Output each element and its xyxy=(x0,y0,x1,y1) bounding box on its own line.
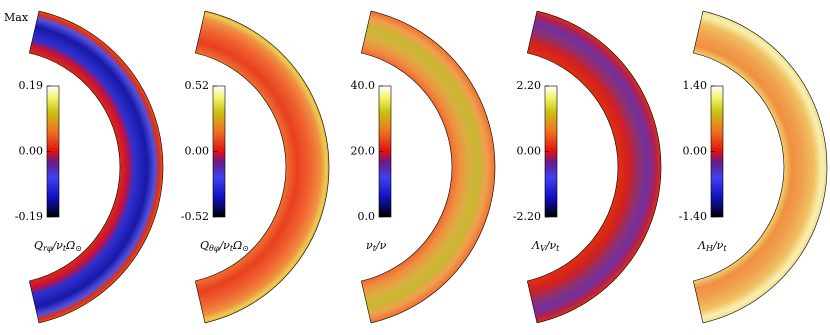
label-part: t xyxy=(230,244,234,253)
label-part: t xyxy=(373,244,377,253)
label-part: ⊙ xyxy=(242,244,249,253)
colorbar-tick-label: 40.0 xyxy=(351,79,376,92)
label-part: Λ xyxy=(531,239,540,252)
label-part: V xyxy=(540,244,547,253)
shell-plot xyxy=(692,10,828,324)
label-part: ν xyxy=(366,239,373,252)
label-part: H xyxy=(705,244,714,253)
label-part: t xyxy=(63,244,67,253)
colorbar-tick-label: 0.00 xyxy=(683,145,708,158)
colorbar-tick-label: 1.40 xyxy=(683,79,708,92)
panel-label: Qrφ/νtΩ⊙ xyxy=(34,239,82,253)
label-part: Λ xyxy=(697,239,706,252)
label-part: /ν xyxy=(375,239,387,252)
label-part: Ω xyxy=(232,239,242,252)
panel-label: ΛH/νt xyxy=(697,239,727,253)
label-part: t xyxy=(723,244,727,253)
shell-plot xyxy=(526,10,662,324)
shell-plot xyxy=(360,10,496,324)
panel-label: ΛV/νt xyxy=(531,239,560,253)
shell-plot xyxy=(28,10,164,324)
colorbar-tick-label: 0.19 xyxy=(19,79,44,92)
colorbar-tick-label: -0.52 xyxy=(181,210,209,223)
max-label: Max xyxy=(4,11,29,24)
colorbar-tick-label: -0.19 xyxy=(15,210,43,223)
label-part: /ν xyxy=(51,239,63,252)
label-part: Ω xyxy=(65,239,75,252)
label-part: t xyxy=(556,244,560,253)
panel-label: Qθφ/νtΩ⊙ xyxy=(200,239,249,253)
colorbar-tick-label: 0.52 xyxy=(185,79,210,92)
colorbar-tick-label: 0.0 xyxy=(358,210,376,223)
label-part: θφ xyxy=(209,244,220,253)
label-part: /ν xyxy=(712,239,724,252)
colorbar-tick-label: 0.00 xyxy=(517,145,542,158)
colorbar-tick-label: 0.00 xyxy=(19,145,44,158)
panel-label: νt/ν xyxy=(366,239,387,253)
label-part: ⊙ xyxy=(75,244,82,253)
label-part: Q xyxy=(200,239,209,252)
label-part: /ν xyxy=(545,239,557,252)
label-part: /ν xyxy=(218,239,230,252)
colorbar-tick-label: -1.40 xyxy=(679,210,707,223)
colorbar-tick-label: 2.20 xyxy=(517,79,542,92)
shell-plot xyxy=(194,10,330,324)
label-part: rφ xyxy=(43,244,53,253)
label-part: Q xyxy=(34,239,43,252)
colorbar-tick-label: 20.0 xyxy=(351,145,376,158)
colorbar-tick-label: 0.00 xyxy=(185,145,210,158)
colorbar-tick-label: -2.20 xyxy=(513,210,541,223)
